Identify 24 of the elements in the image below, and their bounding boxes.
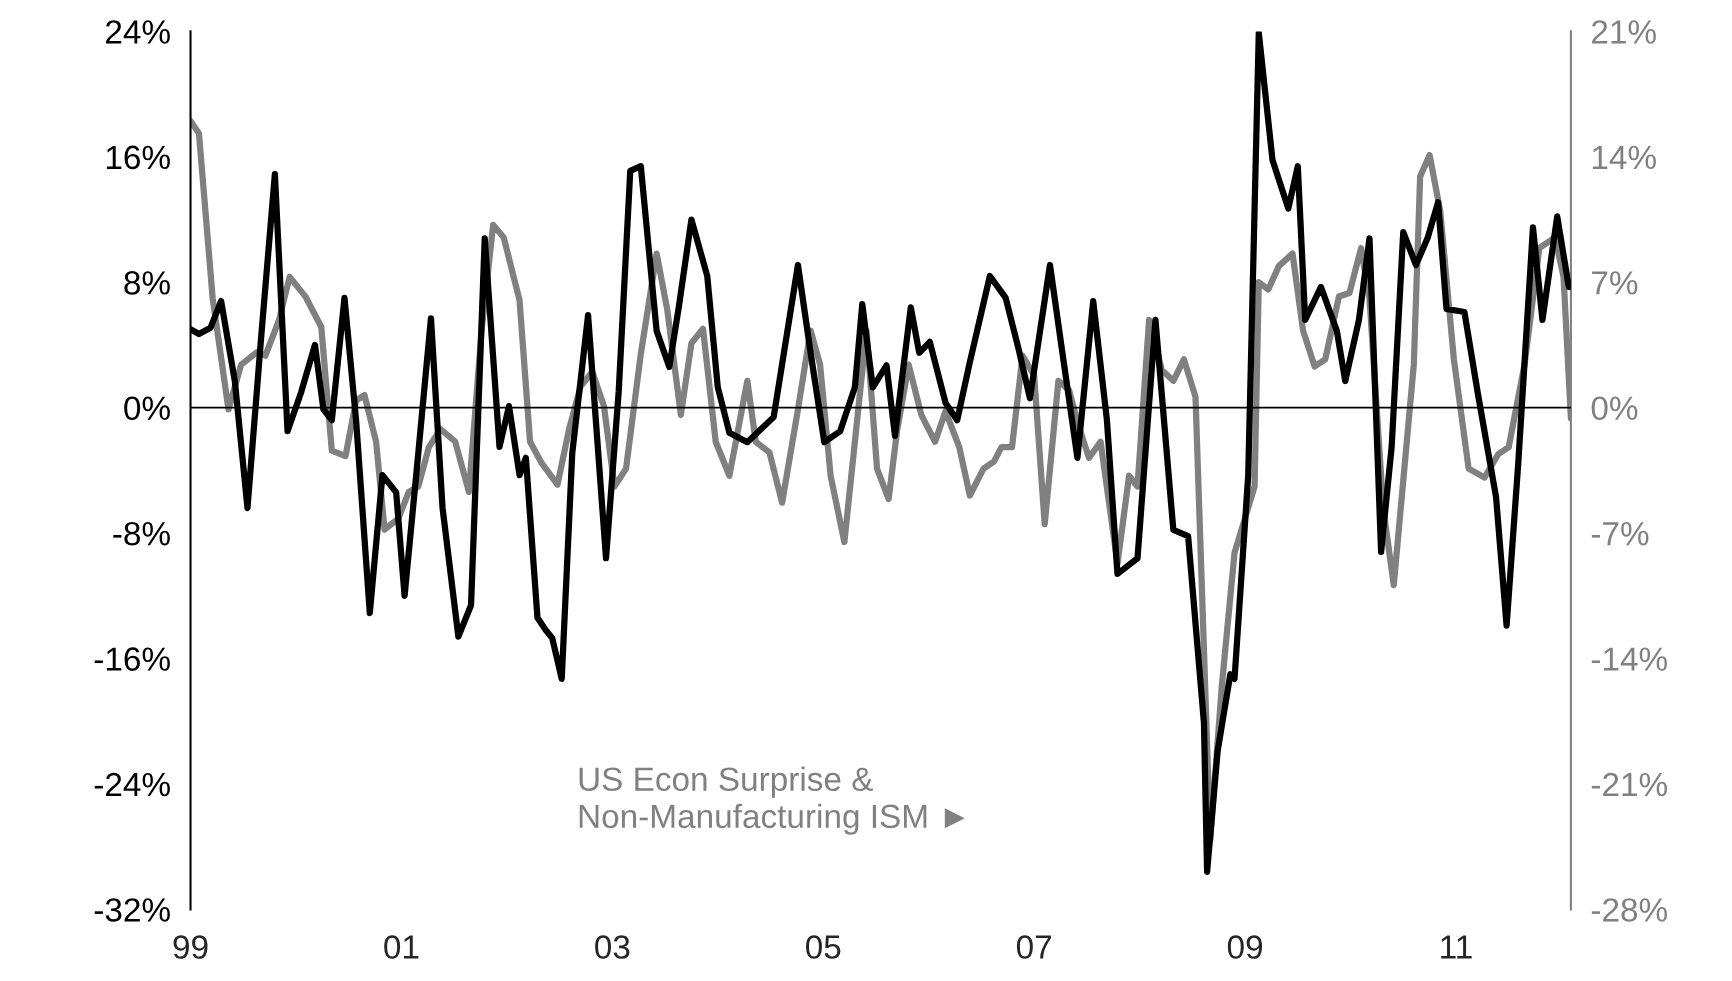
x-tick-label: 05	[806, 935, 841, 959]
x-tick-label: 99	[173, 935, 208, 959]
y2-tick-label: 21%	[1592, 20, 1656, 44]
x-tick-label: 09	[1227, 935, 1263, 959]
y-tick-label: -8%	[113, 521, 170, 546]
y-tick-label: 24%	[106, 20, 170, 44]
y-tick-label: -16%	[94, 647, 170, 671]
x-tick-label: 03	[595, 935, 630, 959]
y2-tick-label: -14%	[1591, 647, 1667, 671]
y-tick-label: 8%	[124, 271, 170, 295]
y2-tick-label: 7%	[1592, 271, 1638, 295]
y2-tick-label: 14%	[1592, 145, 1656, 170]
x-tick-label: 07	[1016, 935, 1052, 959]
y-tick-label: -32%	[94, 898, 170, 922]
y2-tick-label: -21%	[1591, 772, 1667, 797]
y2-tick-label: -28%	[1591, 898, 1667, 922]
text: US Econ Surprise & Non-Manufacturing ISM ►	[579, 766, 965, 835]
y-tick-label: 0%	[124, 396, 170, 421]
y2-tick-label: -7%	[1591, 522, 1649, 546]
x-tick-label: 01	[384, 935, 419, 959]
y-tick-label: 16%	[106, 145, 170, 170]
y-tick-label: -24%	[94, 772, 170, 797]
x-tick-label: 11	[1441, 935, 1472, 959]
y2-tick-label: 0%	[1591, 396, 1638, 421]
